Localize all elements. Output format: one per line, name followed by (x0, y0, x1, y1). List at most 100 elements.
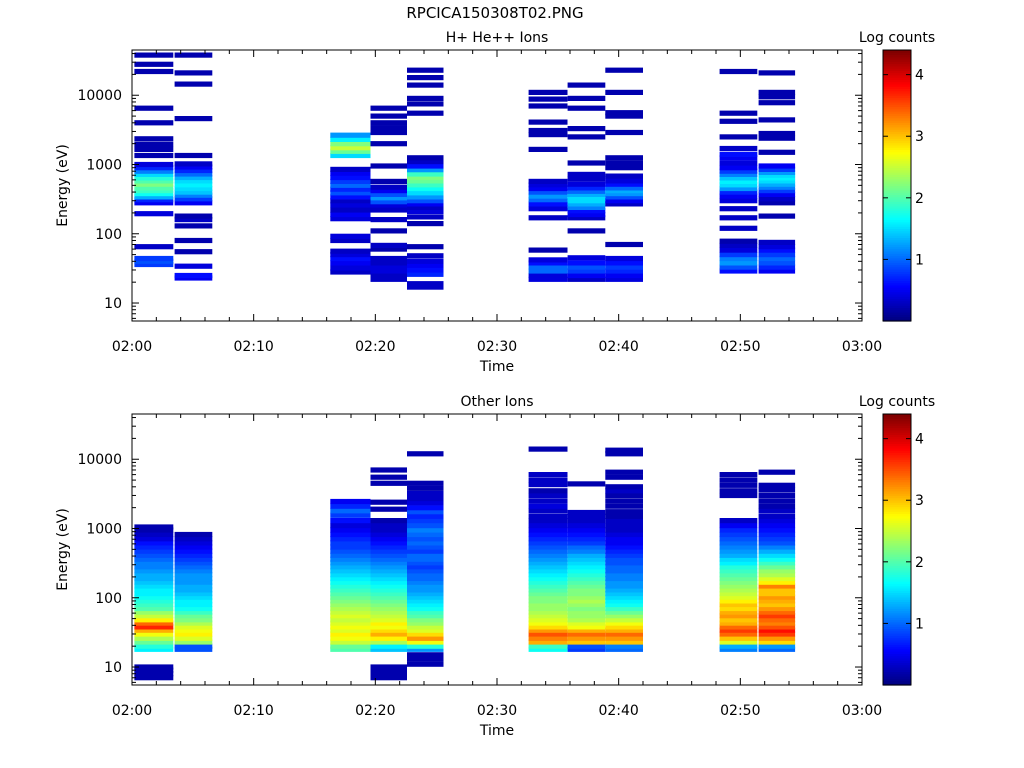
spectrogram-cell (174, 583, 213, 589)
colorbar-segment (883, 63, 911, 67)
spectrogram-cell (370, 605, 407, 612)
x-tick-label: 03:00 (842, 703, 882, 719)
spectrogram-cell (407, 598, 444, 604)
spectrogram-cell (719, 560, 758, 566)
spectrogram-cell (758, 613, 796, 619)
colorbar-segment (883, 506, 911, 510)
colorbar-segment (883, 495, 911, 499)
spectrogram-cell (605, 617, 643, 623)
spectrogram-cell (528, 598, 568, 604)
spectrogram-cell (370, 217, 407, 223)
colorbar-segment (883, 520, 911, 523)
colorbar-segment (883, 241, 911, 245)
colorbar-segment (883, 244, 911, 248)
spectrogram-cell (567, 95, 606, 101)
spectrogram-cell (330, 572, 371, 578)
spectrogram-cell (528, 624, 568, 630)
colorbar-segment (883, 517, 911, 521)
spectrogram-cell (134, 244, 174, 250)
spectrogram-cell (134, 524, 174, 530)
spectrogram-cell (134, 146, 174, 152)
spectrogram-cell (370, 556, 407, 562)
spectrogram-cell (407, 485, 444, 491)
spectrogram-cell (370, 540, 407, 546)
spectrogram-cell (567, 228, 606, 234)
spectrogram-cell (605, 194, 643, 200)
spectrogram-cell (134, 552, 174, 558)
spectrogram-cell (758, 239, 796, 245)
spectrogram-cell (758, 579, 796, 585)
spectrogram-cell (330, 591, 371, 597)
colorbar-segment (883, 97, 911, 101)
spectrogram-cell (528, 568, 568, 574)
spectrogram-cell (605, 447, 643, 453)
spectrogram-cell (528, 89, 568, 95)
spectrogram-cell (719, 268, 758, 274)
spectrogram-cell (758, 540, 796, 546)
spectrogram-cell (758, 508, 796, 514)
spectrogram-cell (370, 246, 407, 252)
colorbar-segment (883, 646, 911, 650)
spectrogram-cell (330, 252, 371, 258)
spectrogram-cell (719, 252, 758, 258)
spectrogram-cell (370, 620, 407, 626)
spectrogram-cell (407, 182, 444, 188)
spectrogram-cell (370, 643, 407, 649)
spectrogram-cell (567, 605, 606, 612)
spectrogram-cell (719, 568, 758, 574)
spectrogram-cell (174, 548, 213, 554)
spectrogram-cell (174, 217, 213, 223)
spectrogram-cell (567, 568, 606, 574)
colorbar-segment (883, 278, 911, 281)
colorbar-segment (883, 246, 911, 250)
spectrogram-cell (528, 605, 568, 612)
spectrogram-cell (134, 617, 174, 623)
spectrogram-cell (528, 601, 568, 608)
spectrogram-cell (605, 513, 643, 519)
spectrogram-cell (407, 548, 444, 554)
spectrogram-cell (528, 587, 568, 593)
spectrogram-cell (528, 185, 568, 192)
colorbar-segment (883, 266, 911, 270)
colorbar-segment (883, 490, 911, 494)
spectrogram-cell (567, 191, 606, 197)
spectrogram-cell (567, 540, 606, 546)
spectrogram-cell (407, 661, 444, 667)
spectrogram-cell (528, 631, 568, 637)
spectrogram-cell (567, 627, 606, 633)
spectrogram-cell (605, 631, 643, 637)
colorbar-segment (883, 253, 911, 257)
colorbar-segment (883, 630, 911, 634)
y-tick-label: 10 (104, 660, 122, 676)
spectrogram-cell (567, 126, 606, 132)
colorbar-segment (883, 554, 911, 557)
spectrogram-cell (719, 260, 758, 266)
colorbar-segment (883, 302, 911, 306)
colorbar-segment (883, 110, 911, 114)
spectrogram-cell (719, 591, 758, 597)
colorbar-segment (883, 187, 911, 191)
spectrogram-cell (370, 635, 407, 641)
spectrogram-cell (370, 255, 407, 262)
colorbar-segment (883, 101, 911, 105)
spectrogram-cell (567, 617, 606, 623)
spectrogram-cell (758, 646, 796, 652)
spectrogram-cell (407, 583, 444, 589)
spectrogram-cell (758, 181, 796, 187)
spectrogram-cell (134, 68, 174, 75)
colorbar-segment (883, 610, 911, 614)
spectrogram-cell (758, 255, 796, 262)
y-axis-label: Energy (eV) (55, 144, 71, 227)
spectrogram-cell (134, 664, 174, 670)
x-tick-label: 02:30 (477, 703, 517, 719)
spectrogram-cell (330, 186, 371, 192)
spectrogram-cell (370, 594, 407, 600)
spectrogram-cell (567, 134, 606, 140)
spectrogram-cell (528, 536, 568, 542)
colorbar-segment (883, 565, 911, 569)
spectrogram-cell (528, 527, 568, 533)
spectrogram-cell (174, 605, 213, 612)
spectrogram-cell (174, 639, 213, 645)
spectrogram-cell (134, 601, 174, 608)
